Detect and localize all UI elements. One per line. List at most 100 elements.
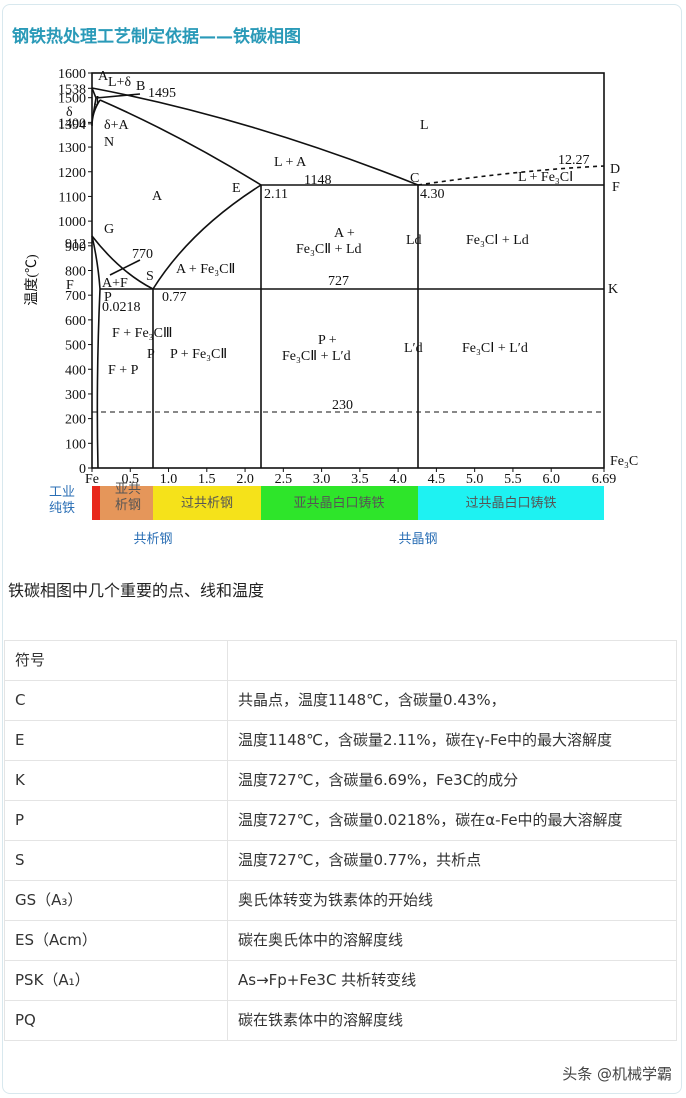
liquidus: [91, 87, 419, 186]
x-tick-label: 1.0: [160, 472, 178, 487]
y-tick-label: 400: [65, 363, 86, 378]
table-row: P 温度727℃，含碳量0.0218%，碳在α-Fe中的最大溶解度: [4, 800, 677, 841]
table-cell: 温度1148℃，含碳量2.11%，碳在γ-Fe中的最大溶解度: [227, 720, 677, 761]
band-label: 工业纯铁: [49, 485, 75, 516]
band: [418, 486, 604, 520]
x-tick-label: 1.5: [198, 472, 216, 487]
band: [261, 486, 418, 520]
y-tick-label: 1300: [58, 141, 86, 156]
diagram-label: A: [98, 69, 109, 84]
diagram-label: F + Fe₃CⅢ: [112, 326, 173, 341]
table-cell: S: [4, 840, 228, 881]
x-tick-label: 5.0: [466, 472, 484, 487]
diagram-label: L: [420, 118, 429, 133]
y-tick-label: 600: [65, 314, 86, 329]
diagram-label: 12.27: [558, 153, 590, 168]
table-cell: ES（Acm）: [4, 920, 228, 961]
diagram-label: A+F: [102, 276, 128, 291]
y-tick-label: 700: [65, 289, 86, 304]
table-row: S 温度727℃，含碳量0.77%，共析点: [4, 840, 677, 881]
y-tick-label: 1400: [58, 116, 86, 131]
table-cell: 符号: [4, 640, 228, 681]
diagram-label: A +: [334, 226, 355, 241]
band-label: 亚共晶白口铸铁: [293, 495, 384, 511]
diagram-label: 770: [132, 247, 153, 262]
es-line: [152, 184, 262, 290]
table-cell: GS（A₃）: [4, 880, 228, 921]
diagram-label: Fe₃CⅡ + L′d: [282, 349, 351, 364]
delta-lines: [91, 87, 141, 127]
table-cell: 碳在奥氏体中的溶解度线: [227, 920, 677, 961]
bands: [92, 486, 604, 520]
table-cell: 共晶点，温度1148℃，含碳量0.43%，: [227, 680, 677, 721]
y-tick-label: 0: [79, 462, 86, 477]
diagram-label: N: [104, 135, 114, 150]
y-tick-label: 1394: [58, 118, 86, 133]
table-row: GS（A₃） 奥氏体转变为铁素体的开始线: [4, 880, 677, 921]
table-cell: [227, 640, 677, 681]
y-tick-label: 1100: [59, 190, 86, 205]
section-title: 铁碳相图中几个重要的点、线和温度: [8, 581, 265, 600]
table-cell: E: [4, 720, 228, 761]
y-tick-label: 1500: [58, 92, 86, 107]
diagram-label: Fe₃CⅡ + Ld: [296, 242, 362, 257]
table-row: K 温度727℃，含碳量6.69%，Fe3C的成分: [4, 760, 677, 801]
x-tick-label: 5.5: [504, 472, 522, 487]
table-cell: 奥氏体转变为铁素体的开始线: [227, 880, 677, 921]
x-tick-label: 0.5: [122, 472, 140, 487]
table-cell: P: [4, 800, 228, 841]
diagram-label: C: [410, 171, 419, 186]
diagram-label: Fe₃CⅠ + Ld: [466, 233, 529, 248]
y-tick-label: 912: [65, 237, 86, 252]
diagram-label: P + Fe₃CⅡ: [170, 347, 227, 362]
diagram-label: 0.0218: [102, 300, 141, 315]
diagram-label: A + Fe₃CⅡ: [176, 262, 235, 277]
diagram-label: E: [232, 181, 241, 196]
table-cell: 温度727℃，含碳量6.69%，Fe3C的成分: [227, 760, 677, 801]
table-cell: 碳在铁素体中的溶解度线: [227, 1000, 677, 1041]
diagram-label: P +: [318, 333, 337, 348]
solidus: [99, 99, 262, 186]
diagram-label: L+δ: [108, 75, 131, 90]
liquidus-cd: [417, 165, 605, 186]
table-cell: As→Fp+Fe3C 共析转变线: [227, 960, 677, 1001]
diagram-label: Fe₃CⅠ + L′d: [462, 341, 528, 356]
table-cell: 温度727℃，含碳量0.0218%，碳在α-Fe中的最大溶解度: [227, 800, 677, 841]
diagram-label: G: [104, 222, 114, 237]
table-cell: K: [4, 760, 228, 801]
diagram-label: 727: [328, 274, 349, 289]
y-tick-label: 1200: [58, 166, 86, 181]
y-tick-label: 1600: [58, 67, 86, 82]
table-row: PSK（A₁） As→Fp+Fe3C 共析转变线: [4, 960, 677, 1001]
diagram-label: D: [610, 162, 620, 177]
y-tick-label: 1000: [58, 215, 86, 230]
x-tick-label: 4.0: [389, 472, 407, 487]
table-row: C 共晶点，温度1148℃，含碳量0.43%，: [4, 680, 677, 721]
x-tick-label: 3.0: [313, 472, 331, 487]
table-cell: PQ: [4, 1000, 228, 1041]
x-tick-label: 2.5: [275, 472, 293, 487]
diagram-label: P: [104, 290, 112, 305]
y-tick-label: 1538: [58, 82, 86, 97]
x-tick-label: Fe: [85, 472, 99, 487]
diagram-label: F: [66, 278, 74, 293]
x-tick-label: 4.5: [428, 472, 446, 487]
diagram-label: P: [147, 347, 155, 362]
diagram-label: 230: [332, 398, 353, 413]
diagram-label: 4.30: [420, 187, 445, 202]
y-tick-label: 500: [65, 339, 86, 354]
diagram-label: A: [152, 189, 163, 204]
table-cell: 温度727℃，含碳量0.77%，共析点: [227, 840, 677, 881]
band-label: 过共晶白口铸铁: [465, 495, 556, 511]
band: [100, 486, 153, 520]
diagram-label: B: [136, 79, 145, 94]
diagram-label: K: [608, 282, 618, 297]
diagram-label: J: [94, 94, 100, 109]
gs-line: [91, 235, 154, 290]
y-tick-label: 800: [65, 265, 86, 280]
card: [2, 4, 682, 1094]
diagram-label: 1148: [304, 173, 331, 188]
x-tick-label: 6.69: [592, 472, 617, 487]
